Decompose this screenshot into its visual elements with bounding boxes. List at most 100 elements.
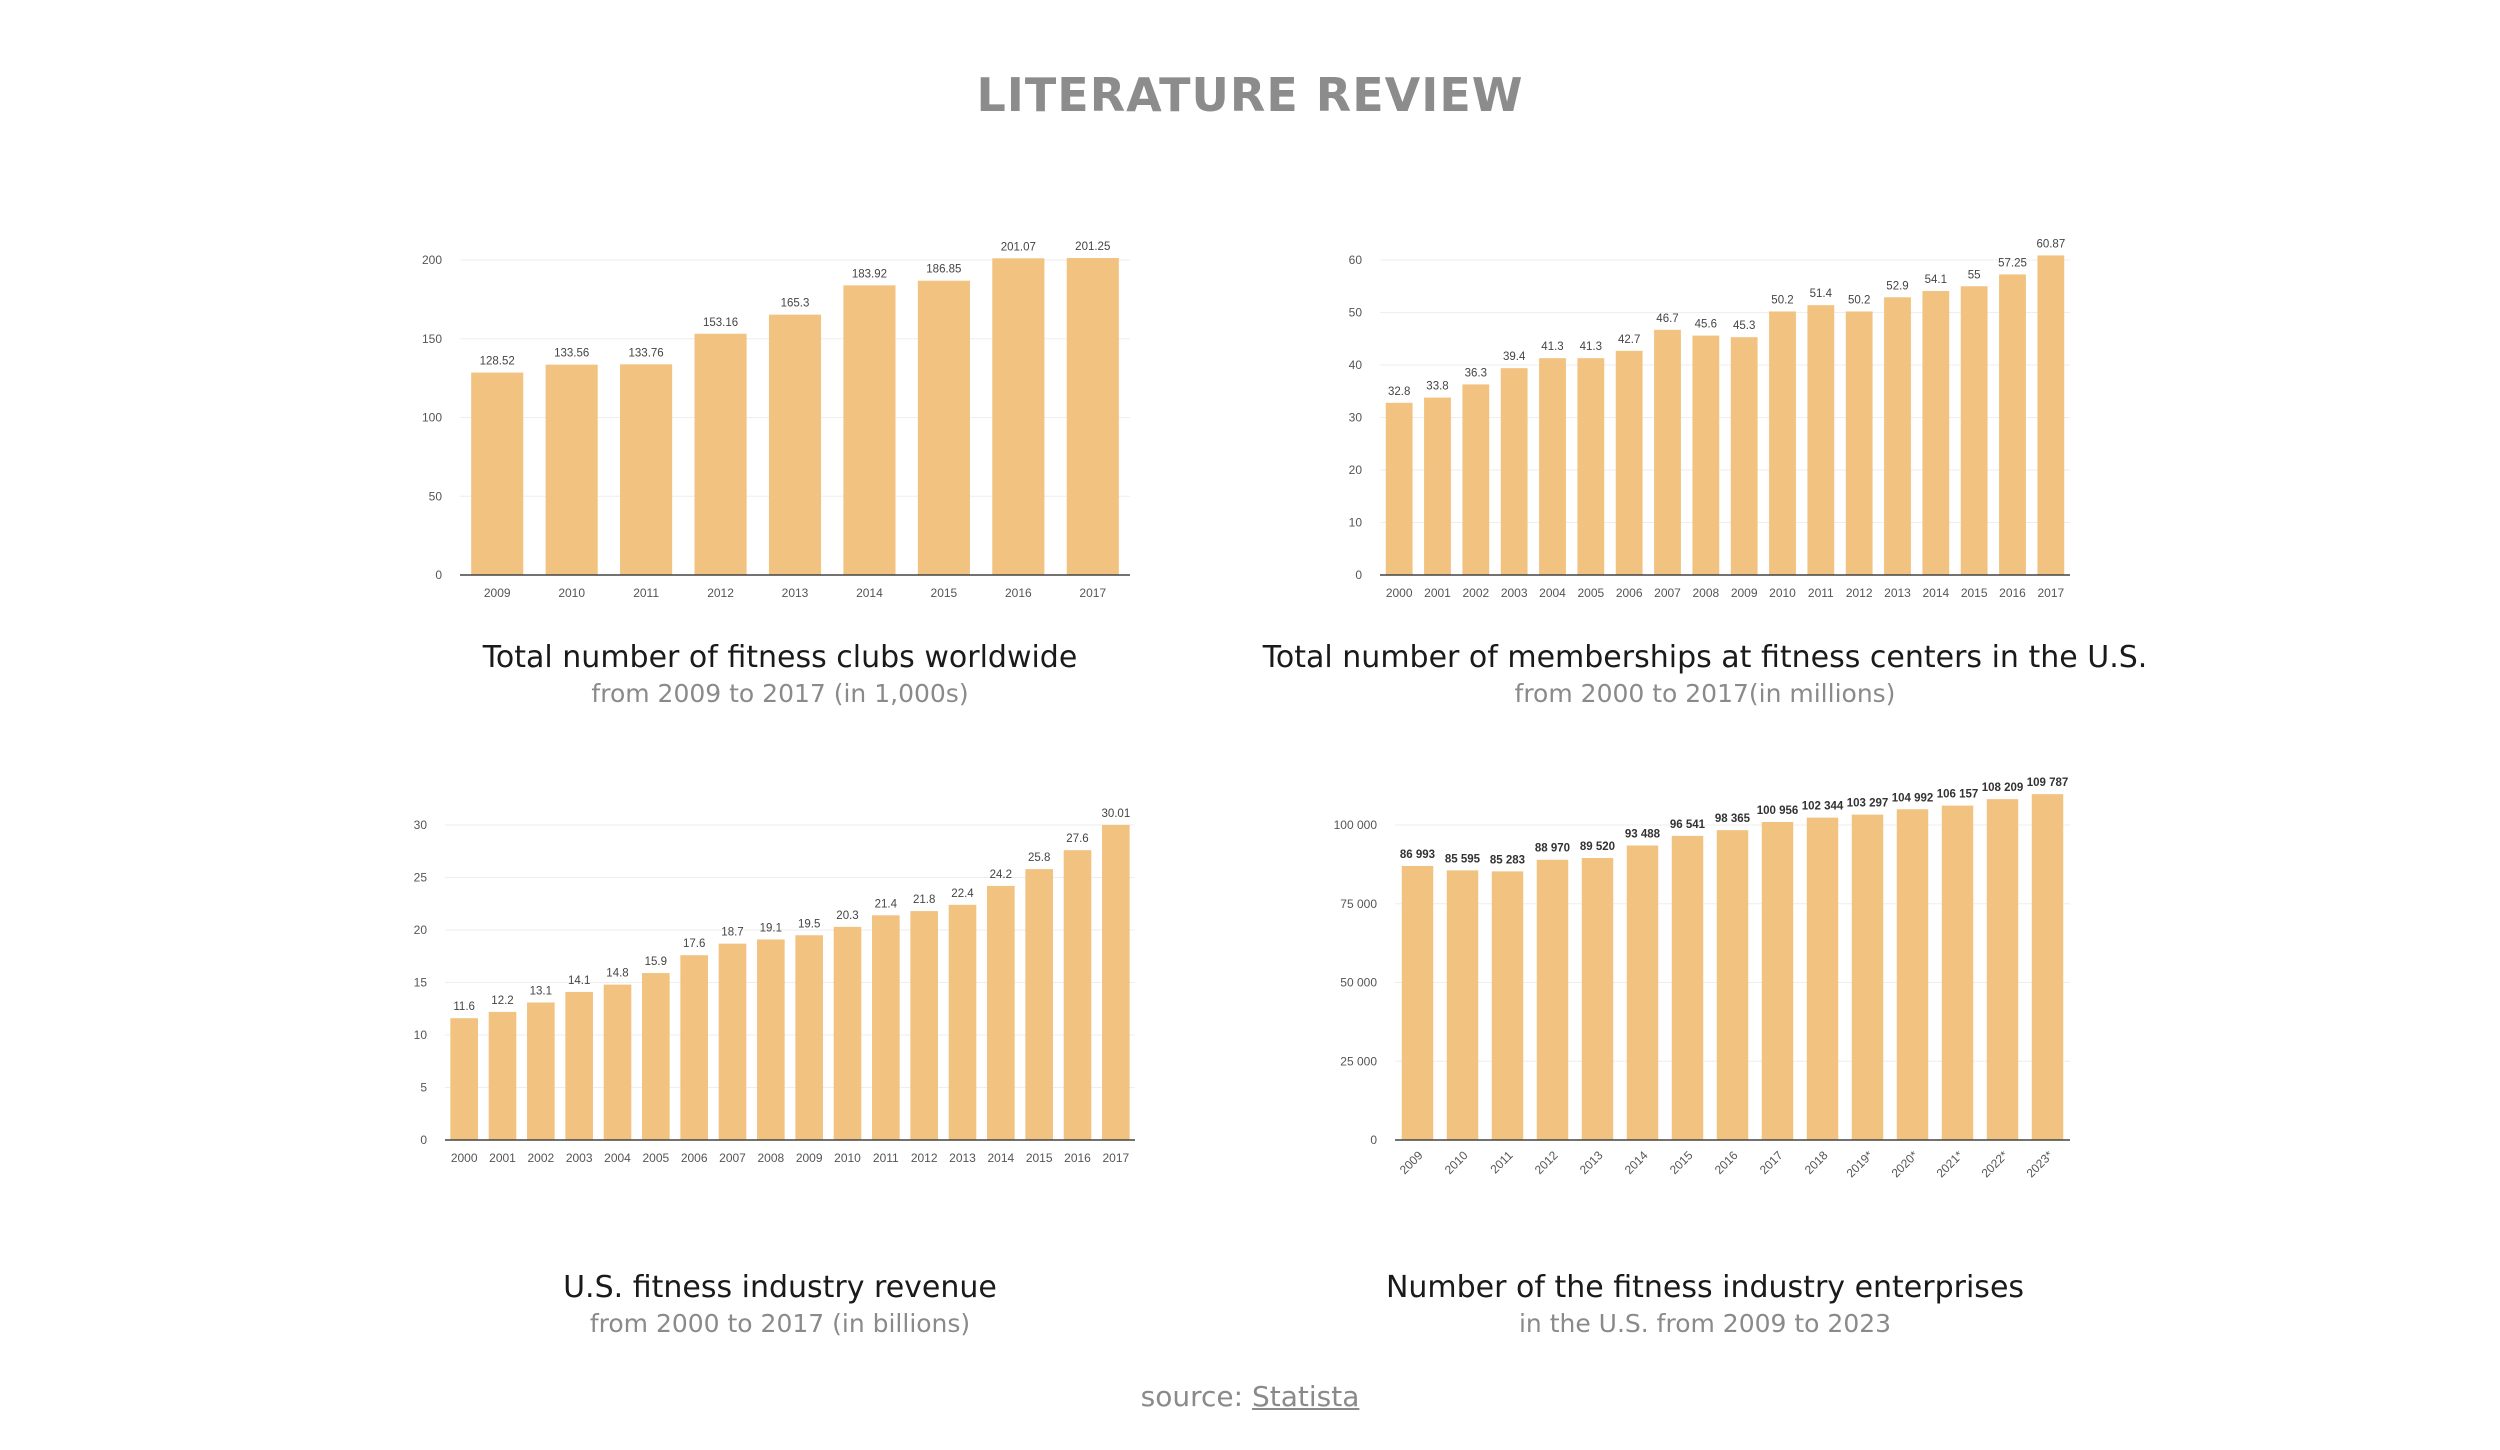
y-tick-label: 30 (1349, 411, 1363, 425)
x-tick-label: 2000 (451, 1151, 478, 1165)
bar (917, 280, 970, 575)
value-label: 18.7 (721, 927, 743, 939)
bar (620, 364, 673, 575)
value-label: 103 297 (1847, 798, 1889, 810)
source-note: source: Statista (0, 1380, 2500, 1413)
bar (1730, 337, 1758, 575)
x-tick-label: 2009 (796, 1151, 823, 1165)
caption-revenue: U.S. fitness industry revenue from 2000 … (330, 1270, 1230, 1338)
bar (603, 984, 632, 1140)
x-tick-label: 2011 (633, 586, 659, 600)
chart-subtitle: from 2000 to 2017(in millions) (1514, 679, 1896, 708)
y-tick-label: 10 (414, 1028, 428, 1042)
bar (843, 285, 896, 575)
x-tick-label: 2010 (834, 1151, 861, 1165)
bar (1806, 817, 1839, 1140)
bar (1941, 805, 1974, 1140)
chart-title: Total number of memberships at fitness c… (1262, 640, 2148, 675)
value-label: 100 956 (1757, 805, 1799, 817)
value-label: 57.25 (1998, 257, 2027, 269)
value-label: 20.3 (836, 910, 858, 922)
y-tick-label: 50 (1349, 306, 1363, 320)
bar (1999, 274, 2026, 575)
bar (1615, 350, 1643, 575)
x-tick-label: 2010 (1769, 586, 1796, 600)
caption-enterprises: Number of the fitness industry enterpris… (1255, 1270, 2155, 1338)
y-tick-label: 0 (1370, 1133, 1377, 1147)
value-label: 165.3 (781, 298, 810, 310)
x-tick-label: 2004 (604, 1151, 631, 1165)
y-tick-label: 50 000 (1340, 976, 1377, 990)
chart-fitness-clubs-worldwide: 0 50 100 150 200 128.52 2009 133.56 2010 133.76 20… (422, 241, 1130, 600)
value-label: 46.7 (1656, 313, 1678, 325)
x-tick-label: 2002 (527, 1151, 554, 1165)
value-label: 52.9 (1886, 280, 1908, 292)
bar (471, 372, 524, 575)
chart-title: U.S. fitness industry revenue (563, 1270, 997, 1305)
x-tick-label: 2007 (719, 1151, 746, 1165)
value-label: 88 970 (1535, 843, 1570, 855)
bar (1385, 402, 1413, 575)
x-tick-label: 2003 (566, 1151, 593, 1165)
x-tick-label: 2004 (1539, 586, 1566, 600)
value-label: 109 787 (2027, 777, 2069, 789)
value-label: 14.8 (606, 968, 628, 980)
x-tick-label: 2008 (757, 1151, 784, 1165)
value-label: 32.8 (1388, 386, 1410, 398)
bar (1401, 865, 1434, 1140)
bar (910, 911, 938, 1140)
x-tick-label: 2000 (1386, 586, 1413, 600)
x-tick-label: 2018 (1802, 1148, 1831, 1177)
chart-title: Number of the fitness industry enterpris… (1385, 1270, 2025, 1305)
bar (2037, 255, 2065, 575)
bar (948, 904, 977, 1140)
x-tick-label: 2010 (1442, 1148, 1471, 1177)
bar (642, 973, 670, 1140)
value-label: 24.2 (990, 869, 1012, 881)
y-tick-label: 25 000 (1340, 1054, 1377, 1068)
value-label: 42.7 (1618, 334, 1640, 346)
bar (1986, 799, 2019, 1140)
x-tick-label: 2011 (1808, 586, 1834, 600)
x-tick-label: 2014 (856, 586, 883, 600)
x-tick-label: 2001 (489, 1151, 516, 1165)
x-tick-label: 2017 (1102, 1151, 1129, 1165)
y-tick-label: 10 (1349, 516, 1363, 530)
chart-subtitle: from 2000 to 2017 (in billions) (589, 1309, 971, 1338)
bar (1960, 286, 1988, 575)
bar (1446, 870, 1479, 1140)
x-tick-label: 2011 (873, 1151, 899, 1165)
bar (527, 1002, 555, 1140)
x-tick-label: 2023* (2024, 1148, 2056, 1180)
x-tick-label: 2013 (1577, 1148, 1606, 1177)
value-label: 108 209 (1982, 782, 2024, 794)
y-tick-label: 200 (422, 253, 442, 267)
caption-fitness-clubs: Total number of fitness clubs worldwide … (330, 640, 1230, 708)
x-tick-label: 2009 (484, 586, 511, 600)
chart-subtitle: in the U.S. from 2009 to 2023 (1518, 1309, 1892, 1338)
value-label: 89 520 (1580, 841, 1615, 853)
bar (1807, 305, 1835, 575)
bar (1692, 335, 1720, 575)
bar (1896, 809, 1929, 1140)
value-label: 102 344 (1802, 801, 1844, 813)
chart-industry-revenue: 0 5 10 15 20 25 30 11.6 2000 12.2 2001 13.1 2002 14.1… (414, 808, 1135, 1165)
bar (680, 955, 708, 1140)
value-label: 106 157 (1937, 789, 1979, 801)
chart-memberships-us: 0 10 20 30 40 50 60 32.8 2000 33.8 2001 36.3 2002 39.… (1349, 238, 2070, 600)
value-label: 153.16 (703, 317, 738, 329)
x-tick-label: 2005 (642, 1151, 669, 1165)
value-label: 21.4 (875, 898, 898, 910)
bar (1654, 329, 1681, 575)
bar (1066, 258, 1119, 575)
x-tick-label: 2007 (1654, 586, 1681, 600)
bar (795, 935, 823, 1140)
value-label: 133.76 (629, 347, 664, 359)
y-tick-label: 100 000 (1334, 818, 1378, 832)
value-label: 33.8 (1426, 381, 1448, 393)
source-link[interactable]: Statista (1251, 1380, 1360, 1413)
bar (565, 991, 593, 1140)
value-label: 55 (1968, 269, 1981, 281)
value-label: 183.92 (852, 268, 887, 280)
y-tick-label: 40 (1349, 358, 1363, 372)
